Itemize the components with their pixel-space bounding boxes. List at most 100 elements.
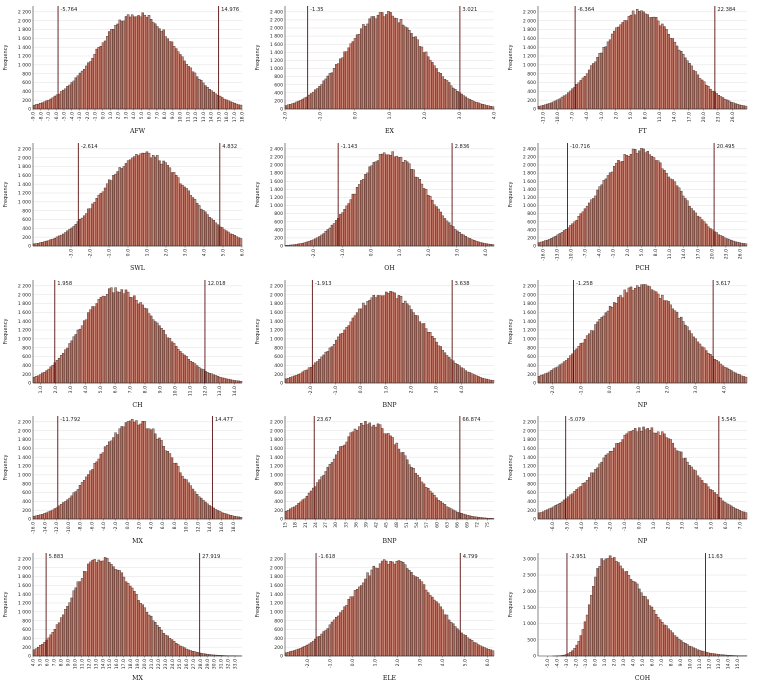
- histogram-bar: [456, 230, 459, 247]
- histogram-bar: [713, 492, 716, 520]
- x-tick-label: 2.0: [164, 249, 170, 256]
- histogram-bar: [723, 502, 727, 520]
- y-tick-label: 2 200: [18, 556, 31, 562]
- histogram-bar: [170, 341, 174, 384]
- x-tick-label: 69: [465, 522, 471, 528]
- x-tick-label: 3.0: [457, 112, 463, 119]
- histogram-bar: [339, 612, 342, 657]
- histogram-bar: [575, 84, 578, 110]
- histogram-bar: [76, 489, 80, 520]
- y-axis-label: Frequency: [255, 182, 261, 208]
- y-tick-label: 1 800: [18, 437, 31, 443]
- y-tick-label: 600: [527, 354, 536, 360]
- y-tick-label: 800: [274, 618, 283, 624]
- histogram-bar: [665, 300, 668, 384]
- histogram-bar: [320, 84, 323, 110]
- histogram-bar: [454, 89, 457, 110]
- histogram-bar: [636, 9, 639, 110]
- histogram-bar: [410, 309, 413, 384]
- x-tick-label: 14.0: [232, 386, 238, 396]
- histogram-bar: [705, 483, 708, 520]
- histogram-bar: [431, 492, 434, 520]
- histogram-bar: [489, 379, 493, 384]
- histogram-bar: [604, 558, 608, 657]
- histogram-bar: [732, 102, 735, 110]
- histogram-bar: [103, 446, 107, 520]
- histogram-bar: [345, 604, 348, 657]
- histogram-bar: [116, 569, 119, 657]
- y-tick-label: 2 200: [270, 283, 283, 289]
- histogram-bar: [303, 498, 307, 520]
- histogram-bar: [715, 93, 718, 110]
- histogram-bar: [569, 355, 572, 384]
- histogram-bar: [183, 60, 186, 110]
- x-tick-label: 8.0: [58, 659, 64, 666]
- histogram-bar: [162, 330, 165, 384]
- x-tick-label: 2.0: [395, 659, 401, 666]
- histogram-bar: [314, 362, 317, 384]
- histogram-bar: [391, 291, 394, 384]
- histogram-bar: [168, 638, 172, 657]
- histogram-bar: [137, 155, 140, 247]
- y-tick-label: 1 400: [523, 45, 536, 51]
- x-tick-label: 0.0: [368, 249, 374, 256]
- y-tick-label: 1 600: [18, 446, 31, 452]
- y-tick-label: 200: [527, 236, 536, 242]
- histogram-bar: [644, 284, 647, 384]
- histogram-bar: [101, 560, 105, 657]
- cutoff-right-label: 66.874: [462, 417, 481, 423]
- x-tick-label: 2.0: [625, 249, 631, 256]
- histogram-bar: [468, 638, 472, 657]
- histogram-bar: [401, 452, 405, 520]
- histogram-bar: [550, 102, 553, 110]
- x-tick-label: 4.0: [483, 249, 489, 256]
- y-tick-label: 0: [533, 517, 536, 523]
- histogram-bar: [412, 312, 415, 384]
- histogram-bar: [399, 19, 403, 110]
- histogram-bar: [99, 193, 103, 247]
- x-tick-label: 10.0: [72, 659, 78, 669]
- x-tick-label: 11.0: [79, 659, 85, 669]
- x-tick-label: 3.0: [68, 386, 74, 393]
- histogram-bar: [424, 589, 428, 657]
- histogram-bar: [571, 88, 574, 110]
- histogram-bar: [571, 223, 574, 247]
- y-tick-label: 1 600: [523, 446, 536, 452]
- histogram-bar: [734, 372, 737, 384]
- histogram-bar: [326, 75, 330, 110]
- y-tick-label: 2 000: [18, 565, 31, 571]
- y-tick-label: 1 800: [18, 574, 31, 580]
- histogram-bar: [640, 592, 643, 657]
- histogram-bar: [351, 431, 355, 520]
- histogram-bar: [168, 453, 172, 520]
- cutoff-left-label: -10.716: [570, 144, 590, 150]
- histogram-bar: [341, 57, 344, 110]
- cutoff-left-label: 1.958: [57, 281, 72, 287]
- histogram-bar: [449, 85, 453, 110]
- histogram-bar: [744, 376, 748, 384]
- cutoff-right-label: 14.976: [221, 7, 239, 13]
- histogram-bar: [118, 167, 121, 247]
- x-tick-label: 4.0: [694, 522, 700, 529]
- histogram-bar: [573, 221, 576, 247]
- x-tick-label: 3.0: [123, 112, 129, 119]
- histogram-bar: [291, 376, 294, 384]
- x-tick-label: 51: [404, 522, 410, 528]
- histogram-bar: [223, 513, 226, 520]
- histogram-bar: [383, 16, 386, 110]
- histogram-bar: [110, 440, 113, 520]
- histogram-bar: [62, 502, 65, 520]
- cutoff-left-label: -5.079: [568, 417, 585, 423]
- histogram-bar: [562, 499, 566, 520]
- cutoff-left-label: -1.618: [319, 554, 336, 560]
- histogram-bar: [542, 511, 545, 520]
- x-tick-label: 5.0: [221, 249, 227, 256]
- histogram-bar: [742, 243, 746, 247]
- histogram-bar: [631, 290, 635, 384]
- histogram-bar: [447, 507, 451, 520]
- histogram-bar: [633, 428, 637, 520]
- x-tick-label: -1.0: [579, 386, 585, 395]
- histogram-bar: [227, 514, 230, 520]
